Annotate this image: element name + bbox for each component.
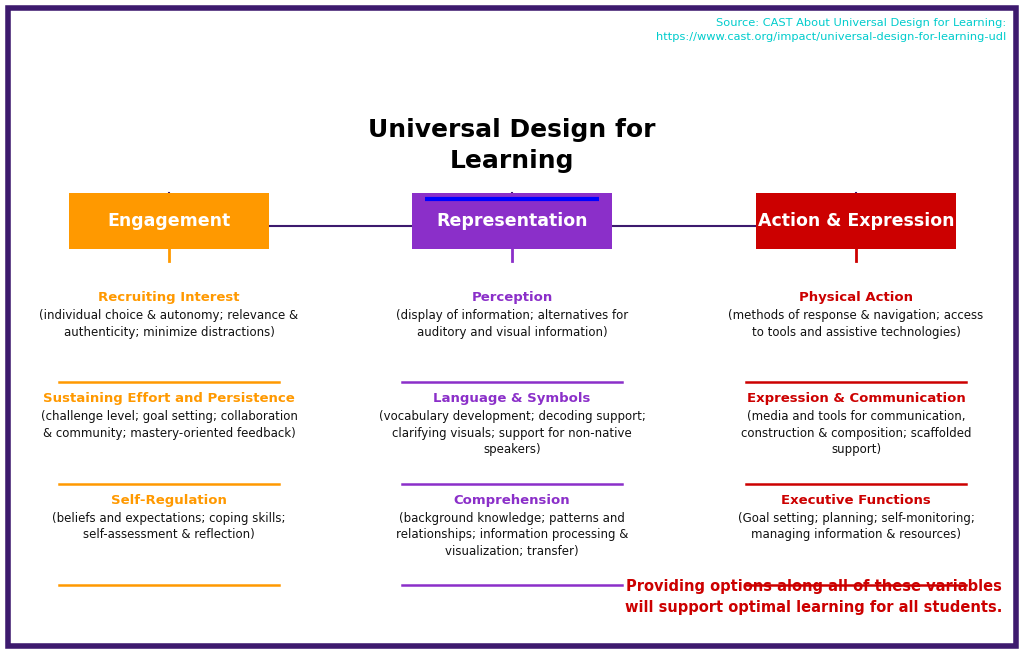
Text: Sustaining Effort and Persistence: Sustaining Effort and Persistence xyxy=(43,392,295,405)
Text: Perception: Perception xyxy=(471,291,553,304)
FancyBboxPatch shape xyxy=(8,8,1016,646)
Text: Physical Action: Physical Action xyxy=(799,291,913,304)
Text: (Goal setting; planning; self-monitoring;
managing information & resources): (Goal setting; planning; self-monitoring… xyxy=(737,512,975,542)
Text: (individual choice & autonomy; relevance &
authenticity; minimize distractions): (individual choice & autonomy; relevance… xyxy=(39,309,299,339)
Text: (background knowledge; patterns and
relationships; information processing &
visu: (background knowledge; patterns and rela… xyxy=(396,512,628,558)
FancyBboxPatch shape xyxy=(412,193,611,249)
Text: (challenge level; goal setting; collaboration
& community; mastery-oriented feed: (challenge level; goal setting; collabor… xyxy=(41,411,297,440)
Text: Action & Expression: Action & Expression xyxy=(758,212,954,230)
Text: Universal Design for
Learning: Universal Design for Learning xyxy=(369,118,655,173)
Text: (methods of response & navigation; access
to tools and assistive technologies): (methods of response & navigation; acces… xyxy=(728,309,984,339)
Text: Representation: Representation xyxy=(436,212,588,230)
Text: Recruiting Interest: Recruiting Interest xyxy=(98,291,240,304)
Text: Engagement: Engagement xyxy=(108,212,230,230)
Text: Language & Symbols: Language & Symbols xyxy=(433,392,591,405)
Text: Self-Regulation: Self-Regulation xyxy=(111,494,227,507)
Text: (beliefs and expectations; coping skills;
self-assessment & reflection): (beliefs and expectations; coping skills… xyxy=(52,512,286,542)
FancyBboxPatch shape xyxy=(756,193,956,249)
FancyBboxPatch shape xyxy=(70,193,268,249)
Text: (vocabulary development; decoding support;
clarifying visuals; support for non-n: (vocabulary development; decoding suppor… xyxy=(379,411,645,456)
Text: Source: CAST About Universal Design for Learning:
https://www.cast.org/impact/un: Source: CAST About Universal Design for … xyxy=(655,18,1006,42)
Text: (display of information; alternatives for
auditory and visual information): (display of information; alternatives fo… xyxy=(396,309,628,339)
Text: Providing options along all of these variables
will support optimal learning for: Providing options along all of these var… xyxy=(625,579,1002,615)
Text: Comprehension: Comprehension xyxy=(454,494,570,507)
Text: Expression & Communication: Expression & Communication xyxy=(746,392,966,405)
Text: Executive Functions: Executive Functions xyxy=(781,494,931,507)
Text: (media and tools for communication,
construction & composition; scaffolded
suppo: (media and tools for communication, cons… xyxy=(740,411,972,456)
